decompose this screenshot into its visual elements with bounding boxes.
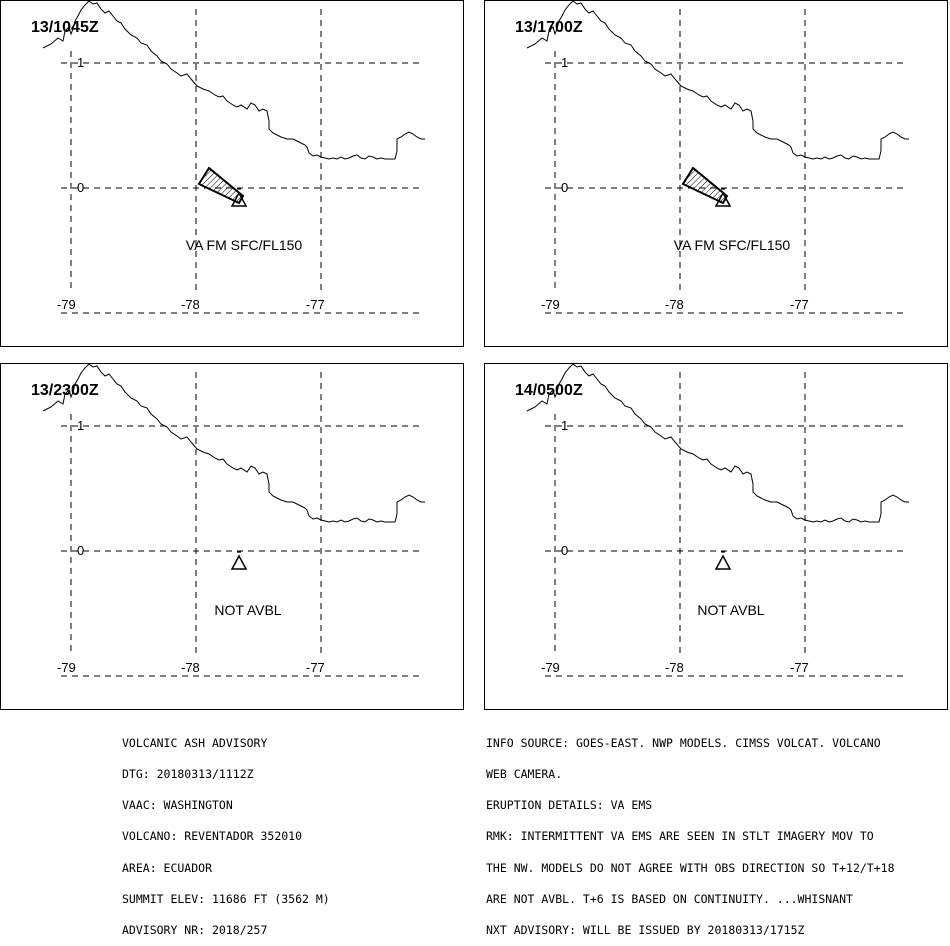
lat-label-1: 1 <box>77 55 85 70</box>
lon-label-77: -77 <box>306 660 325 675</box>
lon-label-79: -79 <box>57 660 76 675</box>
lon-label-79: -79 <box>541 297 560 312</box>
forecast-panel-1: 13/1045Z 1 0 -79 -78 -77 VA FM SFC/FL150 <box>0 0 464 347</box>
lat-label-1: 1 <box>77 418 85 433</box>
map-graphic <box>526 1 909 314</box>
lon-label-78: -78 <box>665 297 684 312</box>
advisory-title: VOLCANIC ASH ADVISORY <box>122 735 268 750</box>
info-source: INFO SOURCE: GOES-EAST. NWP MODELS. CIMS… <box>486 735 881 750</box>
advisory-details-block: INFO SOURCE: GOES-EAST. NWP MODELS. CIMS… <box>486 717 895 946</box>
remarks-2: THE NW. MODELS DO NOT AGREE WITH OBS DIR… <box>486 860 895 875</box>
lon-label-79: -79 <box>541 660 560 675</box>
lat-label-0: 0 <box>561 180 569 195</box>
advisory-number: ADVISORY NR: 2018/257 <box>122 923 268 938</box>
ash-label: NOT AVBL <box>697 602 765 618</box>
lon-label-77: -77 <box>306 297 325 312</box>
ash-cloud-polygon <box>197 166 245 205</box>
forecast-panel-3: 13/2300Z 1 0 -79 -78 -77 NOT AVBL <box>0 363 464 710</box>
map-graphic <box>42 364 425 677</box>
lat-label-0: 0 <box>561 543 569 558</box>
coastline <box>526 1 909 160</box>
eruption-details: ERUPTION DETAILS: VA EMS <box>486 798 653 813</box>
lon-label-77: -77 <box>790 297 809 312</box>
lat-label-1: 1 <box>561 55 569 70</box>
volcano-icon <box>230 554 248 570</box>
ash-label: VA FM SFC/FL150 <box>185 237 303 253</box>
coastline <box>42 364 425 523</box>
coastline <box>42 1 425 160</box>
lon-label-78: -78 <box>181 297 200 312</box>
coastline <box>526 364 909 523</box>
lat-label-1: 1 <box>561 418 569 433</box>
ash-cloud-polygon <box>681 166 729 205</box>
lon-label-78: -78 <box>665 660 684 675</box>
forecast-panel-4: 14/0500Z 1 0 -79 -78 -77 NOT AVBL <box>484 363 948 710</box>
advisory-dtg: DTG: 20180313/1112Z <box>122 767 254 782</box>
advisory-area: AREA: ECUADOR <box>122 860 213 875</box>
remarks-1: RMK: INTERMITTENT VA EMS ARE SEEN IN STL… <box>486 829 874 844</box>
lat-label-0: 0 <box>77 180 85 195</box>
ash-label: NOT AVBL <box>214 602 282 618</box>
lon-label-77: -77 <box>790 660 809 675</box>
advisory-vaac: VAAC: WASHINGTON <box>122 798 233 813</box>
map-graphic <box>526 364 909 677</box>
panel-time: 13/2300Z <box>31 382 99 399</box>
info-source-cont: WEB CAMERA. <box>486 767 563 782</box>
panel-time: 13/1700Z <box>515 19 583 36</box>
ash-label: VA FM SFC/FL150 <box>673 237 791 253</box>
advisory-volcano: VOLCANO: REVENTADOR 352010 <box>122 829 303 844</box>
remarks-3: ARE NOT AVBL. T+6 IS BASED ON CONTINUITY… <box>486 891 853 906</box>
lon-label-79: -79 <box>57 297 76 312</box>
panel-time: 14/0500Z <box>515 382 583 399</box>
next-advisory: NXT ADVISORY: WILL BE ISSUED BY 20180313… <box>486 923 805 938</box>
panel-time: 13/1045Z <box>31 19 99 36</box>
lat-label-0: 0 <box>77 543 85 558</box>
lon-label-78: -78 <box>181 660 200 675</box>
forecast-panel-2: 13/1700Z 1 0 -79 -78 -77 VA FM SFC/FL150 <box>484 0 948 347</box>
advisory-header-block: VOLCANIC ASH ADVISORY DTG: 20180313/1112… <box>122 717 330 946</box>
volcano-icon <box>714 554 732 570</box>
map-graphic <box>42 1 425 314</box>
advisory-summit: SUMMIT ELEV: 11686 FT (3562 M) <box>122 891 330 906</box>
